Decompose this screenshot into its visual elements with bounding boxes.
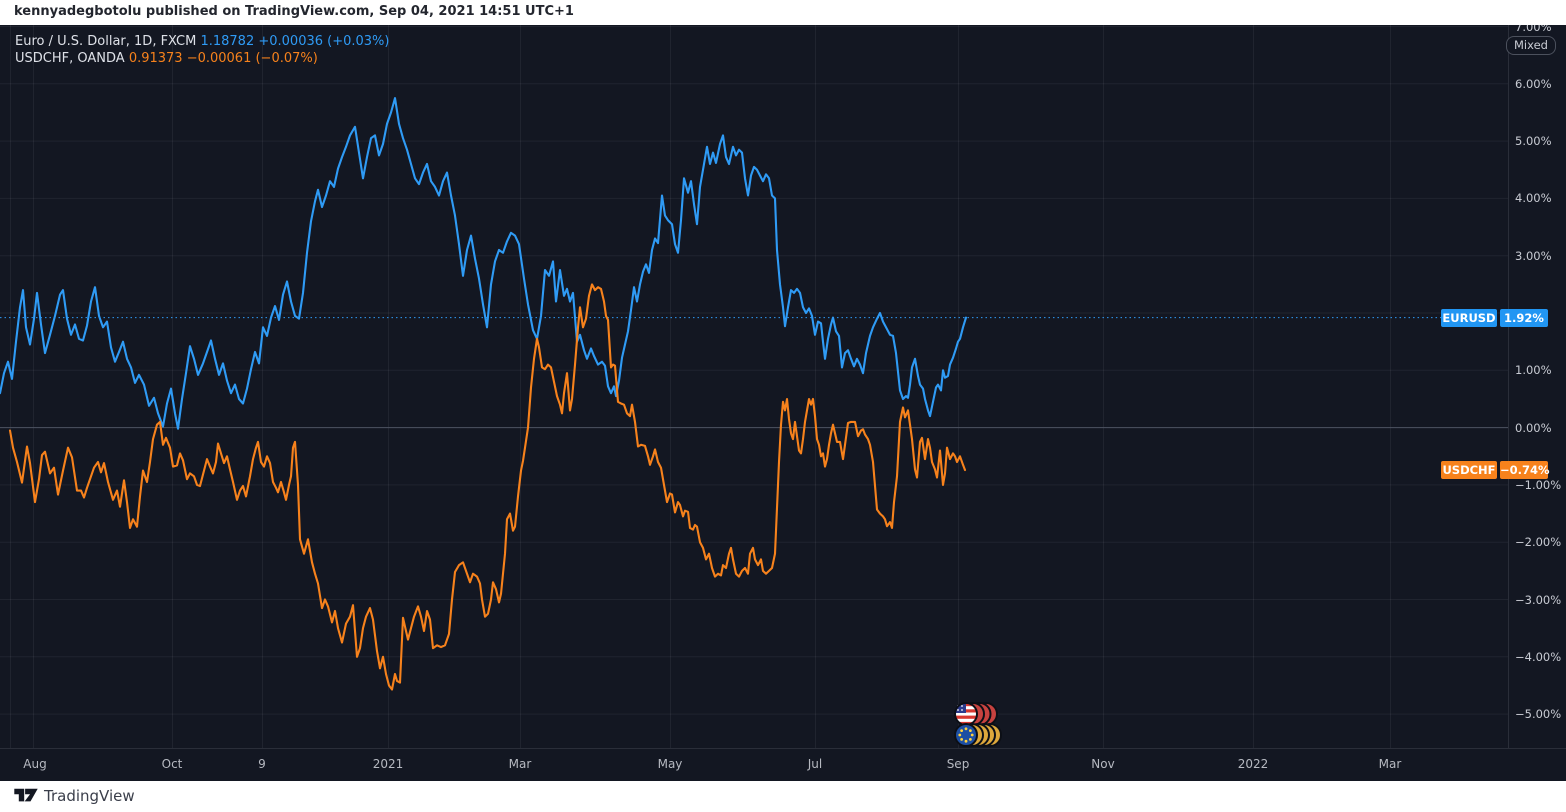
price-scale-tick: 6.00% — [1515, 76, 1552, 91]
price-scale-tick: −5.00% — [1515, 707, 1562, 722]
scale-mode-badge[interactable]: Mixed — [1506, 36, 1556, 55]
usdchf-value-badge: −0.74% — [1500, 461, 1550, 479]
published-by-text: kennyadegbotolu published on TradingView… — [14, 4, 574, 19]
time-axis-label: Mar — [508, 757, 532, 771]
us-flag-stack-icon[interactable] — [954, 702, 998, 726]
price-scale-tick: −3.00% — [1515, 592, 1562, 607]
price-scale-tick: 0.00% — [1515, 420, 1552, 435]
price-scale-tick: −4.00% — [1515, 649, 1562, 664]
price-scale-tick: 1.00% — [1515, 363, 1552, 378]
footer: TradingView — [0, 781, 1566, 812]
eurusd-symbol-title[interactable]: Euro / U.S. Dollar, 1D, FXCM — [15, 34, 197, 49]
time-axis-label: Jul — [807, 757, 823, 771]
price-scale-tick: 4.00% — [1515, 191, 1552, 206]
time-axis-label: Nov — [1091, 757, 1115, 771]
tradingview-logo-icon — [14, 788, 38, 802]
eurusd-quote-values: 1.18782 +0.00036 (+0.03%) — [200, 34, 390, 49]
eurusd-line[interactable] — [0, 97, 968, 430]
time-axis-label: Mar — [1378, 757, 1402, 771]
time-axis-label: Aug — [23, 757, 47, 771]
chart-pane[interactable]: Euro / U.S. Dollar, 1D, FXCM 1.18782 +0.… — [0, 25, 1566, 781]
time-axis-label: 9 — [258, 757, 266, 771]
usdchf-symbol-title[interactable]: USDCHF, OANDA — [15, 51, 125, 66]
usdchf-label-badge: USDCHF — [1441, 461, 1497, 479]
time-axis-label: 2021 — [372, 757, 404, 771]
eu-flag-stack-icon[interactable] — [954, 723, 1002, 747]
chart-legend: Euro / U.S. Dollar, 1D, FXCM 1.18782 +0.… — [15, 33, 389, 67]
price-scale-tick: 5.00% — [1515, 134, 1552, 149]
usdchf-line[interactable] — [8, 283, 967, 691]
eurusd-value-badge: 1.92% — [1500, 308, 1548, 327]
price-chart-canvas[interactable] — [0, 25, 1508, 748]
time-axis-label: Sep — [946, 757, 970, 771]
publish-header: kennyadegbotolu published on TradingView… — [0, 0, 1566, 25]
legend-row-usdchf[interactable]: USDCHF, OANDA 0.91373 −0.00061 (−0.07%) — [15, 50, 389, 67]
price-scale-tick: 7.00% — [1515, 25, 1552, 34]
usdchf-quote-values: 0.91373 −0.00061 (−0.07%) — [128, 51, 318, 66]
price-scale-tick: −2.00% — [1515, 535, 1562, 550]
eurusd-label-badge: EURUSD — [1441, 308, 1497, 327]
price-scale-tick: 3.00% — [1515, 248, 1552, 263]
legend-row-eurusd[interactable]: Euro / U.S. Dollar, 1D, FXCM 1.18782 +0.… — [15, 33, 389, 50]
footer-brand-text: TradingView — [44, 787, 135, 805]
price-scale[interactable]: 7.00% 6.00% 5.00% 4.00% 3.00% 1.00% 0.00% −1.00… — [1508, 25, 1566, 748]
price-scale-tick: −1.00% — [1515, 477, 1562, 492]
time-axis-label: May — [657, 757, 683, 771]
time-axis-label: 2022 — [1237, 757, 1269, 771]
time-axis[interactable]: Aug Oct 9 2021 Mar May Jul Sep Nov 2022 Mar — [0, 748, 1566, 781]
time-axis-label: Oct — [161, 757, 183, 771]
